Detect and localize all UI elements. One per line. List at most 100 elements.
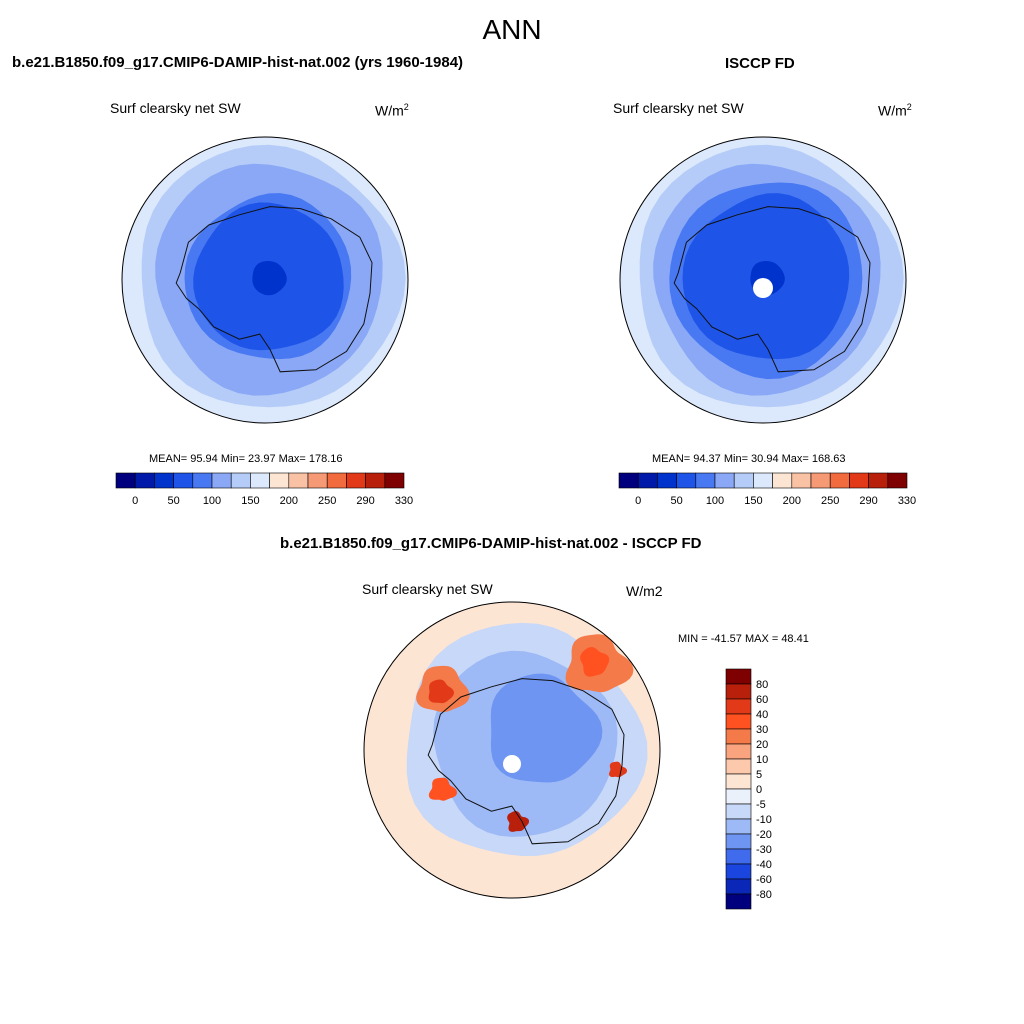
test-colorbar-tick-label: 100: [203, 495, 221, 507]
diff-colorbar-tick-label: 5: [756, 769, 762, 781]
diff-colorbar-box-2: [725, 698, 752, 715]
ref-colorbar-box-7: [753, 472, 773, 489]
diff-variable-label: Surf clearsky net SW: [362, 581, 493, 597]
ref-stats: MEAN= 94.37 Min= 30.94 Max= 168.63: [652, 453, 846, 465]
test-map-coastline: [175, 206, 373, 373]
test-colorbar-box-12: [346, 472, 366, 489]
ref-colorbar-tick-label: 330: [898, 495, 916, 507]
test-colorbar-tick-label: 150: [241, 495, 259, 507]
diff-colorbar-box-15: [725, 893, 752, 910]
diff-positive-southwest: [428, 777, 457, 801]
test-colorbar-tick-label: 50: [167, 495, 179, 507]
ref-colorbar-tick-label: 200: [783, 495, 801, 507]
ref-colorbar-box-8: [772, 472, 793, 489]
ref-units-label: W/m2: [878, 102, 912, 119]
diff-colorbar-box-11: [725, 833, 752, 850]
diff-positive-east-core: [580, 647, 610, 677]
test-colorbar-box-5: [211, 472, 232, 489]
diff-colorbar-tick-label: 0: [756, 784, 762, 796]
test-colorbar-tick-label: 290: [356, 495, 374, 507]
test-units-label: W/m2: [375, 102, 409, 119]
diff-colorbar-tick-label: -5: [756, 799, 766, 811]
diff-colorbar-tick-label: 80: [756, 679, 768, 691]
test-colorbar-box-14: [384, 472, 405, 489]
test-colorbar-box-10: [307, 472, 328, 489]
test-colorbar: 0 50 100 150 200 250 290 330: [115, 472, 413, 507]
ref-colorbar-box-2: [657, 472, 677, 489]
diff-colorbar: 80 60 40 30 20 10 5 0 -5 -10 -20 -30 -40 -60 -80: [725, 668, 772, 910]
diff-colorbar-box-9: [725, 803, 752, 820]
diff-colorbar-box-13: [725, 863, 752, 880]
ref-colorbar-box-14: [887, 472, 908, 489]
diff-colorbar-box-4: [725, 728, 752, 745]
ref-colorbar-box-6: [733, 472, 754, 489]
test-colorbar-box-9: [288, 472, 309, 489]
ref-colorbar-box-3: [676, 472, 697, 489]
diff-units-label: W/m2: [626, 583, 663, 599]
figure-title: ANN: [482, 14, 542, 45]
ref-colorbar-box-12: [849, 472, 869, 489]
ref-colorbar-box-10: [810, 472, 831, 489]
diff-stats: MIN = -41.57 MAX = 48.41: [678, 633, 809, 645]
ref-variable-label: Surf clearsky net SW: [613, 100, 744, 116]
diff-positive-west-core: [428, 679, 454, 704]
diff-colorbar-tick-label: -30: [756, 844, 772, 856]
diff-colorbar-box-8: [725, 788, 752, 805]
test-colorbar-box-0: [115, 472, 136, 489]
test-colorbar-box-4: [192, 472, 213, 489]
ref-map-pole-hole: [753, 278, 773, 298]
diff-colorbar-tick-label: 20: [756, 739, 768, 751]
diff-colorbar-tick-label: -80: [756, 889, 772, 901]
test-colorbar-tick-label: 200: [280, 495, 298, 507]
test-colorbar-box-13: [365, 472, 386, 489]
test-colorbar-box-8: [269, 472, 290, 489]
ref-colorbar-tick-label: 290: [859, 495, 877, 507]
ref-map: [619, 136, 907, 424]
test-variable-label: Surf clearsky net SW: [110, 100, 241, 116]
ref-colorbar-box-13: [868, 472, 889, 489]
ref-colorbar-box-11: [829, 472, 850, 489]
diff-pole-hole: [503, 755, 521, 773]
test-colorbar-box-2: [154, 472, 174, 489]
diff-colorbar-tick-label: -10: [756, 814, 772, 826]
test-colorbar-box-11: [326, 472, 347, 489]
ref-colorbar-tick-label: 150: [744, 495, 762, 507]
diff-colorbar-box-14: [725, 878, 752, 895]
ref-colorbar-tick-label: 100: [706, 495, 724, 507]
test-map: [121, 136, 409, 424]
diff-colorbar-box-1: [725, 683, 752, 700]
diff-colorbar-tick-label: -40: [756, 859, 772, 871]
test-colorbar-box-6: [230, 472, 251, 489]
test-panel-title: b.e21.B1850.f09_g17.CMIP6-DAMIP-hist-nat…: [12, 54, 464, 71]
ref-colorbar-tick-label: 250: [821, 495, 839, 507]
test-colorbar-box-1: [134, 472, 155, 489]
ref-colorbar-box-4: [695, 472, 716, 489]
ref-colorbar: 0 50 100 150 200 250 290 330: [618, 472, 916, 507]
test-colorbar-tick-label: 330: [395, 495, 413, 507]
diff-colorbar-box-12: [725, 848, 752, 865]
ref-colorbar-box-0: [618, 472, 639, 489]
diff-colorbar-box-6: [725, 758, 752, 775]
diff-boundary: [363, 601, 661, 899]
diff-colorbar-tick-label: 30: [756, 724, 768, 736]
diff-positive-southeast: [609, 761, 627, 778]
test-colorbar-box-7: [250, 472, 270, 489]
diff-panel-title: b.e21.B1850.f09_g17.CMIP6-DAMIP-hist-nat…: [280, 535, 702, 552]
ref-map-boundary: [619, 136, 907, 424]
test-colorbar-tick-label: 0: [132, 495, 138, 507]
ref-colorbar-box-1: [637, 472, 658, 489]
diff-colorbar-tick-label: 10: [756, 754, 768, 766]
diff-colorbar-tick-label: -20: [756, 829, 772, 841]
ref-map-coastline: [673, 206, 871, 373]
diff-colorbar-box-5: [725, 743, 752, 760]
ref-colorbar-box-5: [714, 472, 735, 489]
diff-positive-south: [507, 811, 529, 832]
diff-colorbar-tick-label: -60: [756, 874, 772, 886]
diff-colorbar-box-10: [725, 818, 752, 835]
diff-colorbar-tick-label: 40: [756, 709, 768, 721]
ref-colorbar-tick-label: 0: [635, 495, 641, 507]
diff-colorbar-box-0: [725, 668, 752, 685]
diff-colorbar-tick-label: 60: [756, 694, 768, 706]
diff-colorbar-box-3: [725, 713, 752, 730]
